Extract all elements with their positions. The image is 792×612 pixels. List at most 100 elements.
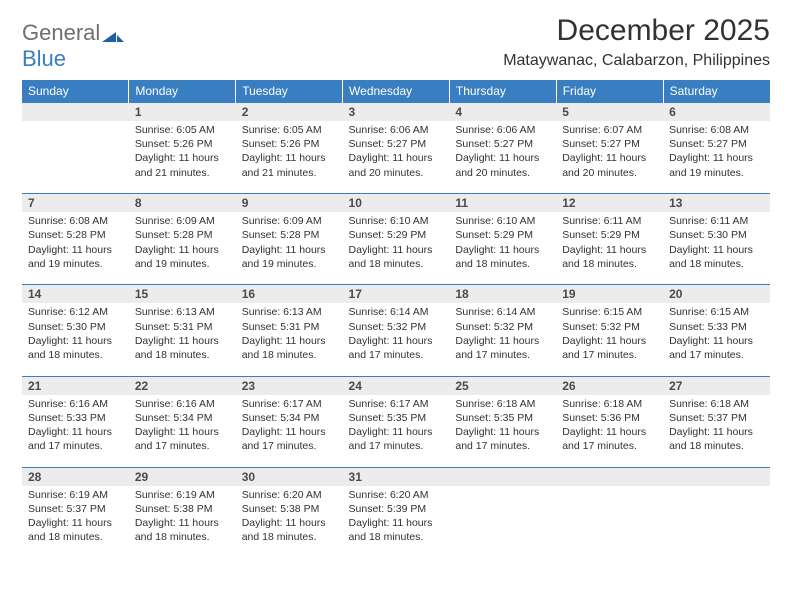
sunset-text: Sunset: 5:27 PM bbox=[562, 137, 657, 151]
sunrise-text: Sunrise: 6:08 AM bbox=[669, 123, 764, 137]
day-cell-data: Sunrise: 6:16 AMSunset: 5:33 PMDaylight:… bbox=[22, 395, 129, 462]
weekday-header: Monday bbox=[129, 80, 236, 103]
day-cell-data bbox=[22, 121, 129, 188]
day-cell-number: 26 bbox=[556, 376, 663, 395]
day-number: 10 bbox=[343, 194, 450, 212]
daylight-text: Daylight: 11 hours and 19 minutes. bbox=[242, 243, 337, 271]
day-cell-number: 24 bbox=[343, 376, 450, 395]
day-cell-data: Sunrise: 6:09 AMSunset: 5:28 PMDaylight:… bbox=[236, 212, 343, 279]
sunrise-text: Sunrise: 6:11 AM bbox=[562, 214, 657, 228]
day-details bbox=[449, 486, 556, 553]
brand-part1: General bbox=[22, 20, 100, 46]
day-details: Sunrise: 6:16 AMSunset: 5:34 PMDaylight:… bbox=[129, 395, 236, 462]
day-details bbox=[663, 486, 770, 553]
daylight-text: Daylight: 11 hours and 20 minutes. bbox=[349, 151, 444, 179]
day-number: 25 bbox=[449, 377, 556, 395]
sunset-text: Sunset: 5:34 PM bbox=[135, 411, 230, 425]
daynum-row: 21222324252627 bbox=[22, 376, 770, 395]
daylight-text: Daylight: 11 hours and 18 minutes. bbox=[135, 334, 230, 362]
sunrise-text: Sunrise: 6:17 AM bbox=[349, 397, 444, 411]
daylight-text: Daylight: 11 hours and 18 minutes. bbox=[242, 516, 337, 544]
sunrise-text: Sunrise: 6:07 AM bbox=[562, 123, 657, 137]
daylight-text: Daylight: 11 hours and 19 minutes. bbox=[669, 151, 764, 179]
day-cell-number: 17 bbox=[343, 285, 450, 304]
day-cell-number: 10 bbox=[343, 194, 450, 213]
day-details: Sunrise: 6:06 AMSunset: 5:27 PMDaylight:… bbox=[343, 121, 450, 188]
sunset-text: Sunset: 5:33 PM bbox=[669, 320, 764, 334]
day-number: 27 bbox=[663, 377, 770, 395]
daylight-text: Daylight: 11 hours and 17 minutes. bbox=[455, 425, 550, 453]
sunset-text: Sunset: 5:29 PM bbox=[562, 228, 657, 242]
daylight-text: Daylight: 11 hours and 18 minutes. bbox=[349, 243, 444, 271]
day-number: 3 bbox=[343, 103, 450, 121]
daylight-text: Daylight: 11 hours and 17 minutes. bbox=[242, 425, 337, 453]
day-number: 9 bbox=[236, 194, 343, 212]
daylight-text: Daylight: 11 hours and 17 minutes. bbox=[669, 334, 764, 362]
day-cell-number: 13 bbox=[663, 194, 770, 213]
day-details: Sunrise: 6:19 AMSunset: 5:37 PMDaylight:… bbox=[22, 486, 129, 553]
sunrise-text: Sunrise: 6:17 AM bbox=[242, 397, 337, 411]
sunset-text: Sunset: 5:36 PM bbox=[562, 411, 657, 425]
daynum-row: 14151617181920 bbox=[22, 285, 770, 304]
day-cell-data: Sunrise: 6:11 AMSunset: 5:29 PMDaylight:… bbox=[556, 212, 663, 279]
daydata-row: Sunrise: 6:12 AMSunset: 5:30 PMDaylight:… bbox=[22, 303, 770, 370]
day-number bbox=[449, 468, 556, 486]
day-cell-data: Sunrise: 6:17 AMSunset: 5:35 PMDaylight:… bbox=[343, 395, 450, 462]
sunrise-text: Sunrise: 6:13 AM bbox=[242, 305, 337, 319]
day-details: Sunrise: 6:07 AMSunset: 5:27 PMDaylight:… bbox=[556, 121, 663, 188]
day-cell-number: 20 bbox=[663, 285, 770, 304]
day-cell-data: Sunrise: 6:05 AMSunset: 5:26 PMDaylight:… bbox=[129, 121, 236, 188]
daylight-text: Daylight: 11 hours and 20 minutes. bbox=[562, 151, 657, 179]
day-cell-data: Sunrise: 6:19 AMSunset: 5:38 PMDaylight:… bbox=[129, 486, 236, 553]
sunrise-text: Sunrise: 6:11 AM bbox=[669, 214, 764, 228]
sunset-text: Sunset: 5:28 PM bbox=[28, 228, 123, 242]
daylight-text: Daylight: 11 hours and 18 minutes. bbox=[28, 516, 123, 544]
sunrise-text: Sunrise: 6:13 AM bbox=[135, 305, 230, 319]
sunset-text: Sunset: 5:29 PM bbox=[349, 228, 444, 242]
day-details: Sunrise: 6:09 AMSunset: 5:28 PMDaylight:… bbox=[129, 212, 236, 279]
sunset-text: Sunset: 5:32 PM bbox=[349, 320, 444, 334]
day-number: 24 bbox=[343, 377, 450, 395]
day-number: 14 bbox=[22, 285, 129, 303]
day-cell-data: Sunrise: 6:15 AMSunset: 5:33 PMDaylight:… bbox=[663, 303, 770, 370]
day-details bbox=[22, 121, 129, 188]
day-number bbox=[663, 468, 770, 486]
sunset-text: Sunset: 5:37 PM bbox=[28, 502, 123, 516]
header: GeneralBlue December 2025 Mataywanac, Ca… bbox=[22, 14, 770, 72]
sunset-text: Sunset: 5:26 PM bbox=[242, 137, 337, 151]
day-cell-data: Sunrise: 6:07 AMSunset: 5:27 PMDaylight:… bbox=[556, 121, 663, 188]
day-cell-number: 14 bbox=[22, 285, 129, 304]
sunrise-text: Sunrise: 6:10 AM bbox=[349, 214, 444, 228]
weekday-header: Saturday bbox=[663, 80, 770, 103]
weekday-header: Wednesday bbox=[343, 80, 450, 103]
weekday-header: Friday bbox=[556, 80, 663, 103]
day-details: Sunrise: 6:10 AMSunset: 5:29 PMDaylight:… bbox=[343, 212, 450, 279]
day-cell-number: 18 bbox=[449, 285, 556, 304]
day-cell-data: Sunrise: 6:13 AMSunset: 5:31 PMDaylight:… bbox=[129, 303, 236, 370]
day-details: Sunrise: 6:17 AMSunset: 5:34 PMDaylight:… bbox=[236, 395, 343, 462]
day-cell-number: 3 bbox=[343, 103, 450, 122]
sunset-text: Sunset: 5:34 PM bbox=[242, 411, 337, 425]
day-cell-number: 9 bbox=[236, 194, 343, 213]
day-cell-data bbox=[663, 486, 770, 553]
day-number: 28 bbox=[22, 468, 129, 486]
sunrise-text: Sunrise: 6:08 AM bbox=[28, 214, 123, 228]
sunrise-text: Sunrise: 6:15 AM bbox=[669, 305, 764, 319]
day-details: Sunrise: 6:15 AMSunset: 5:32 PMDaylight:… bbox=[556, 303, 663, 370]
day-details: Sunrise: 6:17 AMSunset: 5:35 PMDaylight:… bbox=[343, 395, 450, 462]
day-cell-number: 23 bbox=[236, 376, 343, 395]
day-cell-number bbox=[556, 467, 663, 486]
daynum-row: 78910111213 bbox=[22, 194, 770, 213]
day-number: 13 bbox=[663, 194, 770, 212]
day-cell-data: Sunrise: 6:05 AMSunset: 5:26 PMDaylight:… bbox=[236, 121, 343, 188]
day-cell-number: 28 bbox=[22, 467, 129, 486]
sunrise-text: Sunrise: 6:09 AM bbox=[242, 214, 337, 228]
day-number: 22 bbox=[129, 377, 236, 395]
sunset-text: Sunset: 5:30 PM bbox=[28, 320, 123, 334]
day-cell-number: 5 bbox=[556, 103, 663, 122]
day-details: Sunrise: 6:14 AMSunset: 5:32 PMDaylight:… bbox=[343, 303, 450, 370]
day-number: 6 bbox=[663, 103, 770, 121]
title-block: December 2025 Mataywanac, Calabarzon, Ph… bbox=[503, 14, 770, 70]
sunset-text: Sunset: 5:28 PM bbox=[135, 228, 230, 242]
day-details: Sunrise: 6:15 AMSunset: 5:33 PMDaylight:… bbox=[663, 303, 770, 370]
